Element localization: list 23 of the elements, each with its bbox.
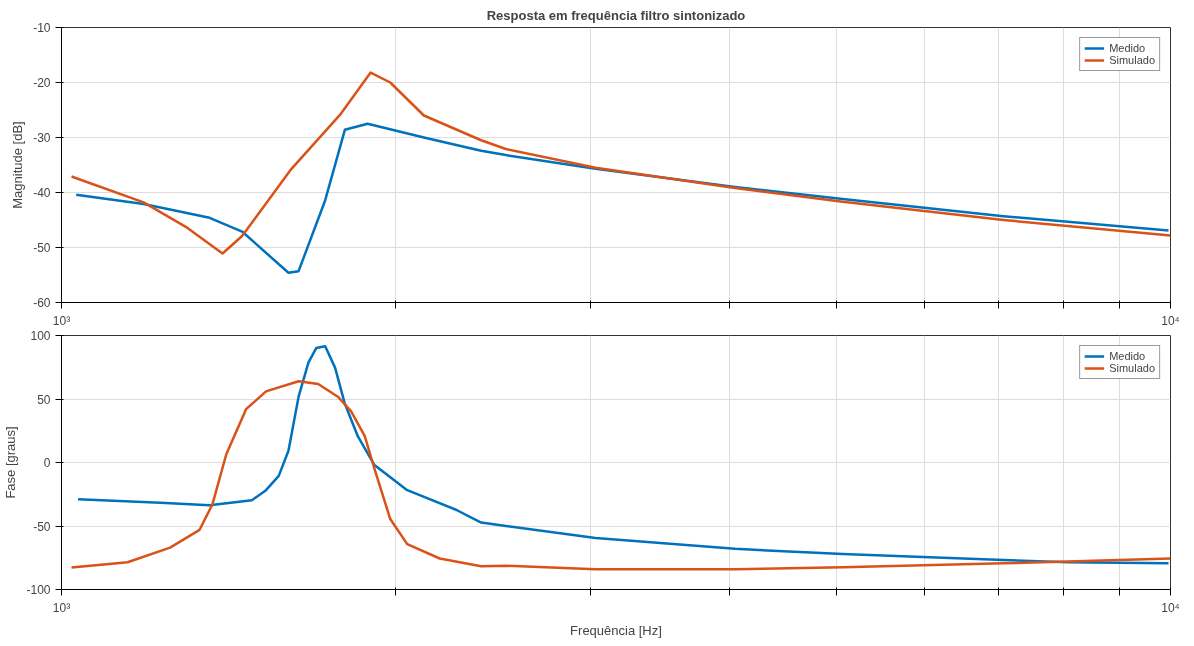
legend-label: Simulado [1109, 54, 1155, 66]
y-tick-label: -100 [26, 583, 51, 597]
y-tick-label: -50 [33, 519, 51, 534]
y-axis-title: Fase [graus] [3, 426, 19, 499]
x-tick-label: 10³ [52, 600, 71, 615]
x-tick-label: 10⁴ [1161, 600, 1180, 615]
y-tick-label: 100 [30, 329, 51, 343]
x-axis-title: Frequência [Hz] [570, 622, 662, 638]
legend-label: Simulado [1109, 362, 1155, 374]
y-axis-title: Magnitude [dB] [10, 121, 26, 209]
chart-title: Resposta em frequência filtro sintonizado [486, 7, 746, 23]
legend-label: Medido [1109, 42, 1146, 54]
legend-label: Medido [1109, 350, 1146, 362]
y-tick-label: -40 [33, 186, 51, 200]
y-tick-label: -30 [33, 131, 51, 145]
x-tick-label: 10⁴ [1161, 313, 1180, 328]
y-tick-label: -60 [33, 296, 51, 310]
y-tick-label: 50 [37, 392, 51, 407]
x-tick-label: 10³ [52, 313, 71, 328]
y-tick-label: -10 [33, 21, 51, 35]
y-tick-label: 0 [43, 456, 51, 470]
y-tick-label: -50 [33, 241, 51, 255]
y-tick-label: -20 [33, 76, 51, 90]
